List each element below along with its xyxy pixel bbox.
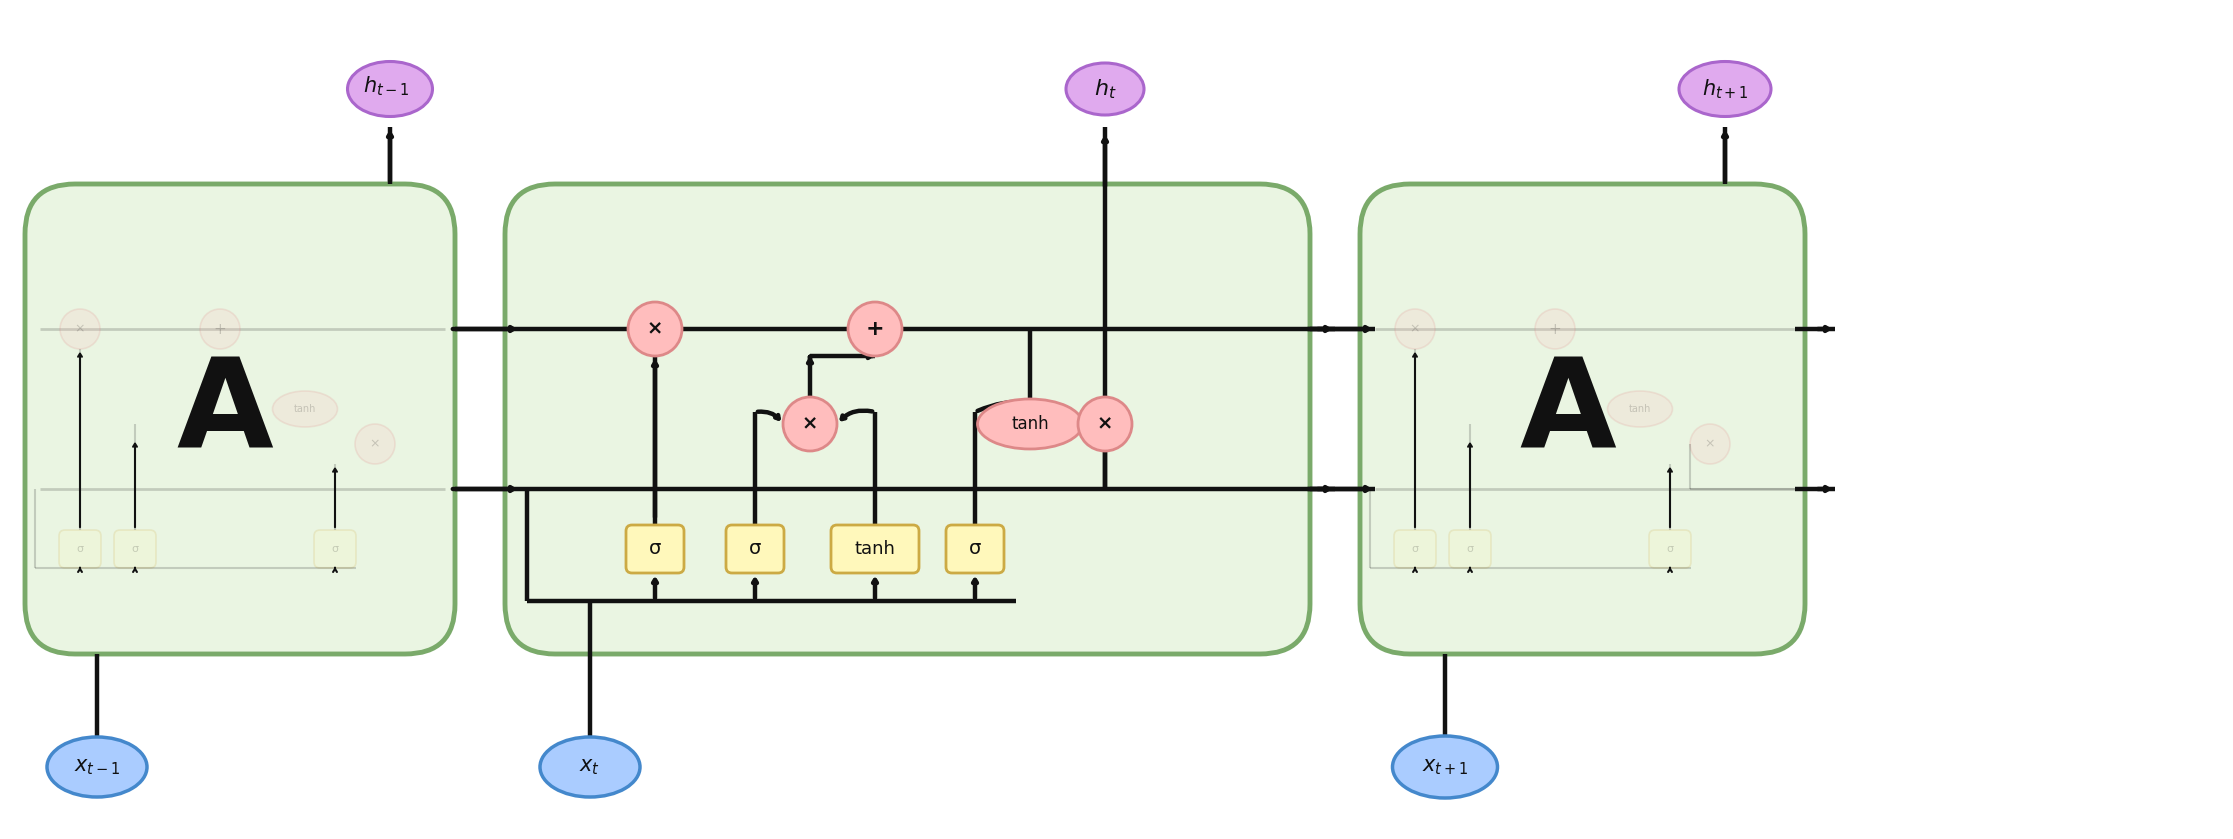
FancyBboxPatch shape [1393, 530, 1436, 568]
Circle shape [1396, 309, 1436, 349]
Circle shape [1079, 397, 1132, 451]
Ellipse shape [348, 61, 433, 117]
FancyBboxPatch shape [1360, 184, 1804, 654]
Text: ×: × [1409, 322, 1420, 336]
FancyBboxPatch shape [114, 530, 156, 568]
Circle shape [849, 302, 902, 356]
Text: ×: × [802, 414, 817, 434]
Text: tanh: tanh [1628, 404, 1650, 414]
Text: ×: × [1704, 437, 1715, 451]
Text: ×: × [74, 322, 85, 336]
Text: σ: σ [76, 544, 83, 554]
Text: σ: σ [1666, 544, 1673, 554]
Circle shape [1534, 309, 1574, 349]
Text: $x_{t+1}$: $x_{t+1}$ [1422, 757, 1469, 777]
Text: σ: σ [748, 539, 761, 559]
Text: ×: × [648, 320, 663, 338]
Circle shape [201, 309, 239, 349]
Ellipse shape [1393, 736, 1498, 798]
FancyBboxPatch shape [58, 530, 100, 568]
FancyBboxPatch shape [315, 530, 355, 568]
Text: $h_{t}$: $h_{t}$ [1094, 77, 1116, 101]
Circle shape [784, 397, 837, 451]
Text: σ: σ [650, 539, 661, 559]
Ellipse shape [1679, 61, 1771, 117]
FancyBboxPatch shape [25, 184, 456, 654]
Text: +: + [866, 319, 884, 339]
Ellipse shape [272, 391, 337, 427]
Circle shape [1690, 424, 1731, 464]
Text: ×: × [1096, 414, 1114, 434]
Text: σ: σ [1411, 544, 1418, 554]
Text: A: A [176, 353, 272, 475]
FancyBboxPatch shape [1449, 530, 1492, 568]
Circle shape [355, 424, 395, 464]
Ellipse shape [1608, 391, 1673, 427]
Text: $x_{t-1}$: $x_{t-1}$ [74, 757, 121, 777]
FancyBboxPatch shape [831, 525, 920, 573]
Text: $h_{t-1}$: $h_{t-1}$ [362, 74, 409, 98]
Text: σ: σ [330, 544, 339, 554]
FancyBboxPatch shape [505, 184, 1311, 654]
Ellipse shape [540, 737, 641, 797]
Text: tanh: tanh [1012, 415, 1050, 433]
FancyBboxPatch shape [1648, 530, 1690, 568]
Text: +: + [214, 321, 226, 336]
Ellipse shape [1065, 63, 1143, 115]
Text: σ: σ [969, 539, 980, 559]
Text: σ: σ [1467, 544, 1474, 554]
Text: $x_{t}$: $x_{t}$ [578, 757, 601, 777]
Circle shape [60, 309, 100, 349]
Text: +: + [1550, 321, 1561, 336]
Text: ×: × [371, 437, 380, 451]
Text: tanh: tanh [295, 404, 317, 414]
Text: σ: σ [132, 544, 138, 554]
Text: tanh: tanh [855, 540, 895, 558]
Ellipse shape [47, 737, 147, 797]
Text: A: A [1518, 353, 1617, 475]
FancyBboxPatch shape [625, 525, 683, 573]
Circle shape [627, 302, 681, 356]
Text: $h_{t+1}$: $h_{t+1}$ [1702, 77, 1748, 101]
Ellipse shape [978, 399, 1083, 449]
FancyBboxPatch shape [947, 525, 1005, 573]
FancyBboxPatch shape [726, 525, 784, 573]
